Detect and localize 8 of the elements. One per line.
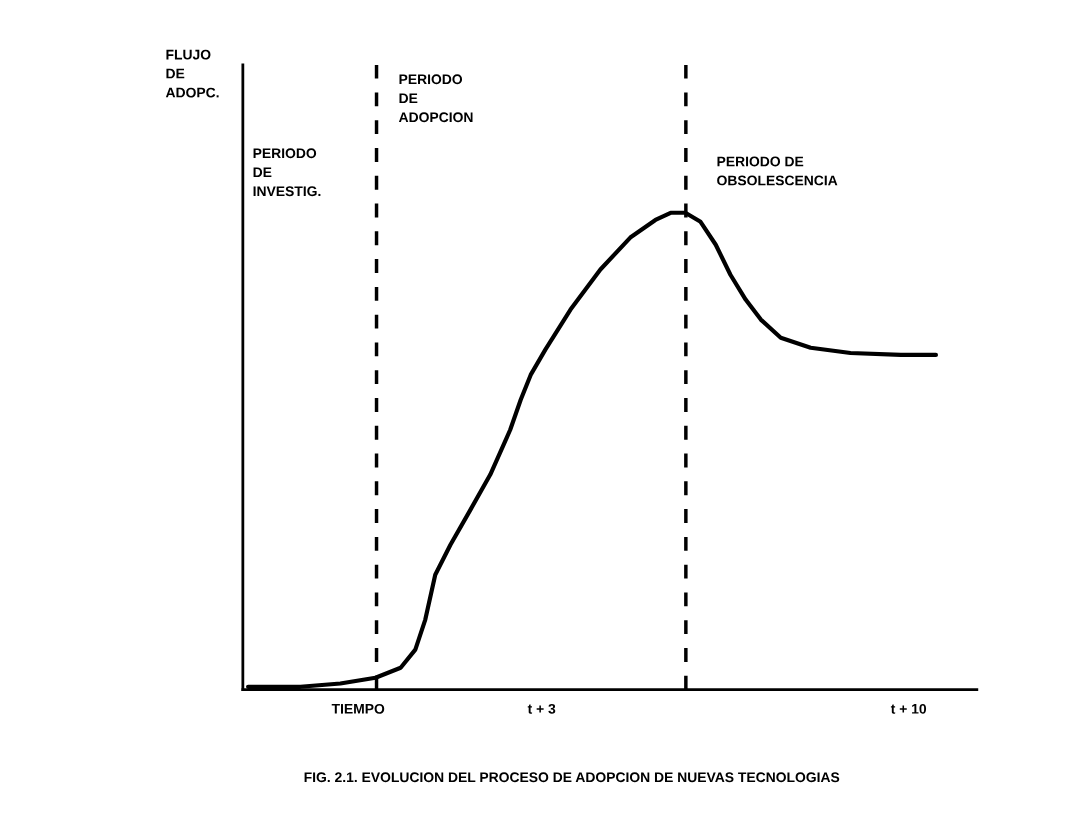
- text: FLUJO DE ADOPC.: [165, 49, 219, 98]
- x-tick-label: t + 3: [527, 703, 556, 714]
- x-tick-label: TIEMPO: [331, 703, 385, 714]
- text: PERIODO DE INVESTIG.: [253, 148, 321, 197]
- x-tick-label: t + 10: [890, 703, 927, 714]
- text: PERIODO DE ADOPCION: [398, 74, 473, 123]
- text: FIG. 2.1. EVOLUCION DEL PROCESO DE ADOPCION DE NUEVAS TECNOLOGIAS: [304, 772, 840, 783]
- text: PERIODO DE OBSOLESCENCIA: [717, 156, 838, 186]
